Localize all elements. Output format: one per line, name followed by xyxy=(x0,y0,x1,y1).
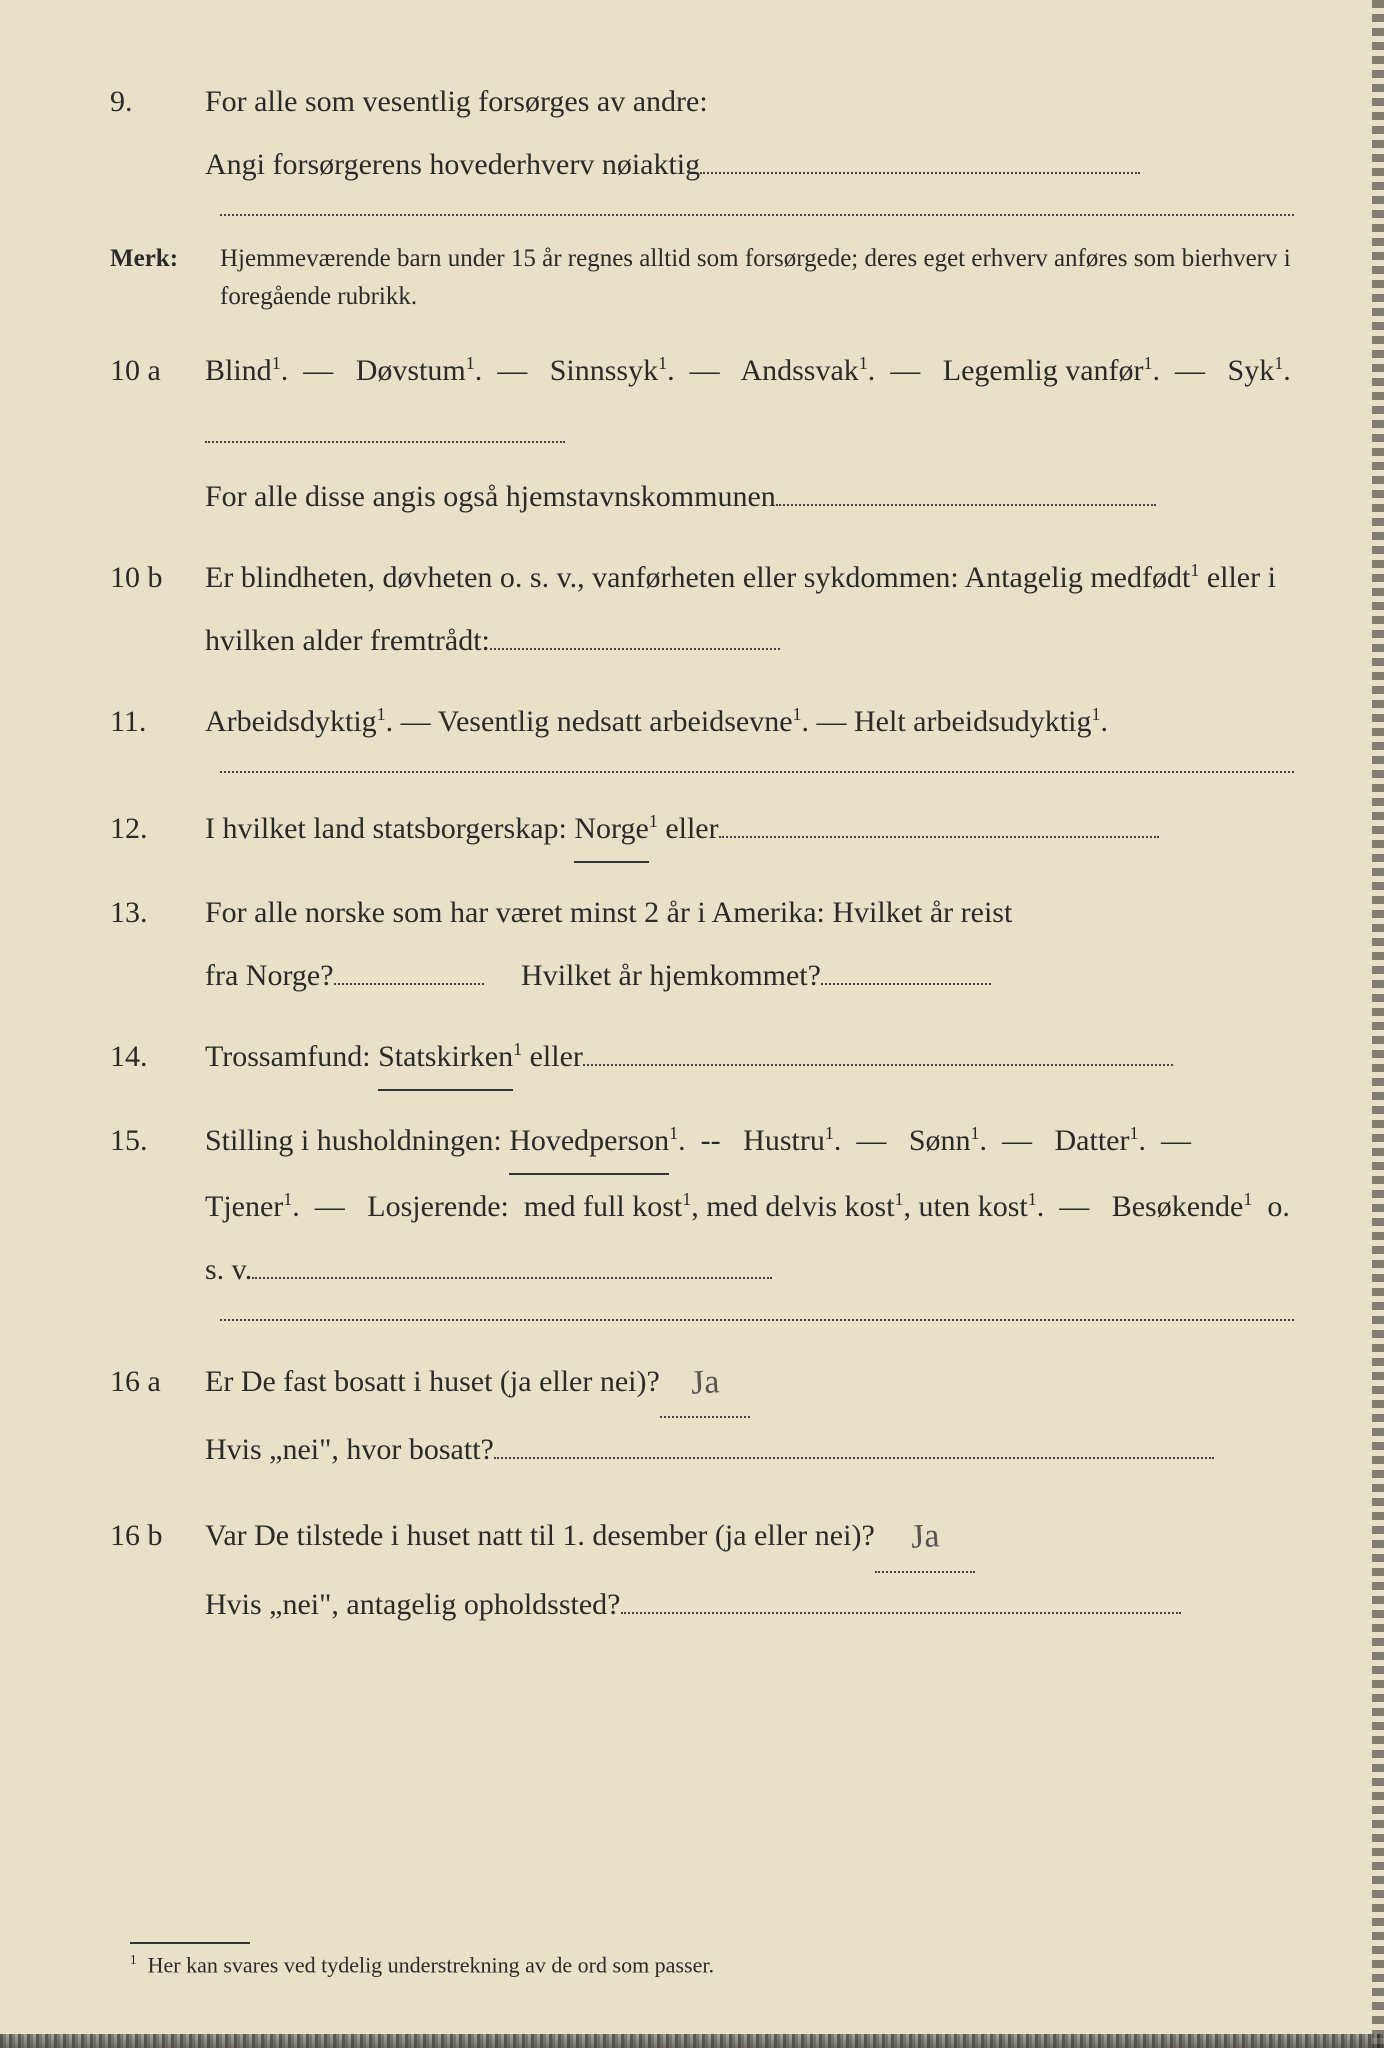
q10b-blank xyxy=(490,648,780,650)
q13-number: 13. xyxy=(110,884,205,941)
q10a-opt-sinnssyk: Sinnssyk xyxy=(550,354,658,387)
q15-losj1: med full kost xyxy=(524,1190,682,1223)
q11-content: Arbeidsdyktig1. — Vesentlig nedsatt arbe… xyxy=(205,690,1294,753)
q9-extra-line xyxy=(220,214,1294,216)
q15-tjener: Tjener xyxy=(205,1190,283,1223)
q13-blank1 xyxy=(334,983,484,985)
footnote-rule xyxy=(130,1942,250,1944)
q15-losj3: uten kost xyxy=(919,1190,1028,1223)
question-10a: 10 a Blind1. — Døvstum1. — Sinnssyk1. — … xyxy=(110,339,1294,528)
q16a-content: Er De fast bosatt i huset (ja eller nei)… xyxy=(205,1345,1294,1481)
bottom-scan-edge xyxy=(0,2034,1384,2048)
q10b-number: 10 b xyxy=(110,549,205,606)
question-13: 13. For alle norske som har været minst … xyxy=(110,881,1294,1007)
q10a-opt-blind: Blind xyxy=(205,354,272,387)
q10b-content: Er blindheten, døvheten o. s. v., vanfør… xyxy=(205,546,1294,672)
question-15: 15. Stilling i husholdningen: Hovedperso… xyxy=(110,1109,1294,1301)
q14-pre: Trossamfund: xyxy=(205,1040,378,1073)
q16a-blank2 xyxy=(494,1457,1214,1459)
q10a-blank2 xyxy=(776,504,1156,506)
q15-pre: Stilling i husholdningen: xyxy=(205,1124,509,1157)
question-14: 14. Trossamfund: Statskirken1 eller xyxy=(110,1025,1294,1091)
q11-opt2: Vesentlig nedsatt arbeidsevne xyxy=(438,705,793,738)
q9-blank xyxy=(700,172,1140,174)
q16b-ans1-field: Ja xyxy=(875,1499,975,1572)
q9-line2: Angi forsørgerens hovederhverv nøiaktig xyxy=(205,148,700,181)
q13-content: For alle norske som har været minst 2 år… xyxy=(205,881,1294,1007)
q13-line1: For alle norske som har været minst 2 år… xyxy=(205,896,1012,929)
q9-content: For alle som vesentlig forsørges av andr… xyxy=(205,70,1294,196)
merk-label: Merk: xyxy=(110,240,220,278)
q9-number: 9. xyxy=(110,73,205,130)
q10a-opt-andssvak: Andssvak xyxy=(740,354,858,387)
q15-extra-line xyxy=(220,1319,1294,1321)
q12-blank xyxy=(719,836,1159,838)
q13-line2b: Hvilket år hjemkommet? xyxy=(521,959,821,992)
q15-hustru: Hustru xyxy=(743,1124,825,1157)
q14-number: 14. xyxy=(110,1028,205,1085)
q10a-line3: For alle disse angis også hjemstavnskomm… xyxy=(205,480,776,513)
q15-datter: Datter xyxy=(1055,1124,1130,1157)
footnote: 1 Her kan svares ved tydelig understrekn… xyxy=(130,1942,1294,1978)
q14-blank xyxy=(583,1064,1173,1066)
merk-text: Hjemmeværende barn under 15 år regnes al… xyxy=(220,240,1294,315)
q14-content: Trossamfund: Statskirken1 eller xyxy=(205,1025,1294,1091)
q16a-number: 16 a xyxy=(110,1353,205,1410)
q10a-content: Blind1. — Døvstum1. — Sinnssyk1. — Andss… xyxy=(205,339,1294,528)
q15-bes: Besøkende xyxy=(1112,1190,1244,1223)
q15-losj2: med delvis kost xyxy=(706,1190,894,1223)
q10a-opt-syk: Syk xyxy=(1228,354,1275,387)
question-9: 9. For alle som vesentlig forsørges av a… xyxy=(110,70,1294,196)
question-10b: 10 b Er blindheten, døvheten o. s. v., v… xyxy=(110,546,1294,672)
q16a-q2: Hvis „nei", hvor bosatt? xyxy=(205,1433,494,1466)
question-16b: 16 b Var De tilstede i huset natt til 1.… xyxy=(110,1499,1294,1635)
q10a-blank xyxy=(205,441,565,443)
q11-extra-line xyxy=(220,771,1294,773)
q16b-q1: Var De tilstede i huset natt til 1. dese… xyxy=(205,1519,875,1552)
q10a-opt-dovstum: Døvstum xyxy=(356,354,466,387)
q16b-blank2 xyxy=(621,1612,1181,1614)
question-12: 12. I hvilket land statsborgerskap: Norg… xyxy=(110,797,1294,863)
q11-opt3: Helt arbeidsudyktig xyxy=(854,705,1091,738)
q12-pre: I hvilket land statsborgerskap: xyxy=(205,812,574,845)
q12-post: eller xyxy=(665,812,718,845)
q11-number: 11. xyxy=(110,693,205,750)
q10a-opt-legemlig: Legemlig vanfør xyxy=(943,354,1144,387)
q11-opt1: Arbeidsdyktig xyxy=(205,705,377,738)
q15-losj: Losjerende: xyxy=(367,1190,509,1223)
q12-number: 12. xyxy=(110,800,205,857)
q15-blank xyxy=(252,1277,772,1279)
q10b-text-pre: Er blindheten, døvheten o. s. v., vanfør… xyxy=(205,561,1190,594)
q15-content: Stilling i husholdningen: Hovedperson1. … xyxy=(205,1109,1294,1301)
q16b-q2: Hvis „nei", antagelig opholdssted? xyxy=(205,1588,621,1621)
perforated-edge xyxy=(1372,0,1384,2048)
question-11: 11. Arbeidsdyktig1. — Vesentlig nedsatt … xyxy=(110,690,1294,753)
q14-post: eller xyxy=(530,1040,583,1073)
q15-sonn: Sønn xyxy=(909,1124,971,1157)
q12-underlined: Norge xyxy=(574,797,648,863)
footnote-text: Her kan svares ved tydelig understreknin… xyxy=(148,1952,714,1977)
census-form-page: 9. For alle som vesentlig forsørges av a… xyxy=(0,0,1384,2048)
q16b-ans1: Ja xyxy=(909,1501,941,1574)
q10a-number: 10 a xyxy=(110,342,205,399)
q13-blank2 xyxy=(821,983,991,985)
note-merk: Merk: Hjemmeværende barn under 15 år reg… xyxy=(110,240,1294,315)
q16b-number: 16 b xyxy=(110,1507,205,1564)
q16a-ans1: Ja xyxy=(689,1346,721,1419)
footnote-marker: 1 xyxy=(130,1952,137,1967)
q13-line2a: fra Norge? xyxy=(205,959,334,992)
q9-line1: For alle som vesentlig forsørges av andr… xyxy=(205,85,708,118)
q16a-q1: Er De fast bosatt i huset (ja eller nei)… xyxy=(205,1365,660,1398)
question-16a: 16 a Er De fast bosatt i huset (ja eller… xyxy=(110,1345,1294,1481)
q15-underlined: Hovedperson xyxy=(509,1109,669,1175)
q16b-content: Var De tilstede i huset natt til 1. dese… xyxy=(205,1499,1294,1635)
q14-underlined: Statskirken xyxy=(378,1025,513,1091)
q15-number: 15. xyxy=(110,1112,205,1169)
q12-content: I hvilket land statsborgerskap: Norge1 e… xyxy=(205,797,1294,863)
q16a-ans1-field: Ja xyxy=(660,1345,750,1418)
